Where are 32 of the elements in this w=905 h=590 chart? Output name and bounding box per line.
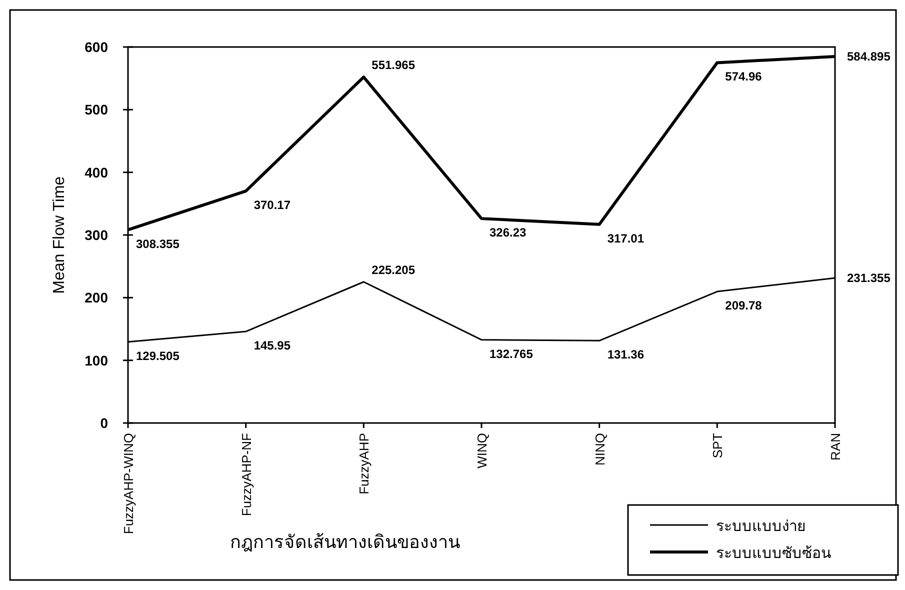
y-tick-label: 200 [84,290,108,306]
data-label: 225.205 [372,262,416,277]
y-tick-label: 300 [84,227,108,243]
data-label: 132.765 [490,346,534,361]
data-label: 131.36 [607,348,644,362]
y-tick-label: 0 [100,415,108,431]
x-tick-label: SPT [710,432,726,458]
y-tick-label: 500 [84,102,108,118]
x-tick-label: WINQ [474,433,490,468]
data-label: 574.96 [725,70,762,84]
x-tick-label: NINQ [592,433,608,466]
x-tick-label: FuzzyAHP-WINQ [121,433,136,534]
data-label: 145.95 [254,338,291,353]
data-label: 209.78 [725,298,762,313]
x-tick-label: FuzzyAHP-NF [238,432,254,516]
data-label: 584.895 [847,49,891,64]
x-tick-label: FuzzyAHP [356,433,372,494]
data-label: 231.355 [847,271,891,286]
data-label: 308.355 [136,236,180,251]
x-tick-label: RAN [828,433,843,460]
data-label: 129.505 [136,348,180,363]
y-tick-label: 600 [84,39,108,55]
data-label: 551.965 [372,58,416,72]
x-axis-title: กฎการจัดเส้นทางเดินของงาน [230,532,460,552]
legend-label: ระบบแบบซับซ้อน [716,545,831,562]
data-label: 326.23 [490,226,527,240]
y-tick-label: 100 [84,352,108,368]
y-tick-label: 400 [84,164,108,180]
data-label: 317.01 [607,231,644,246]
y-axis-title: Mean Flow Time [51,176,68,294]
legend-label: ระบบแบบง่าย [716,518,806,535]
data-label: 370.17 [254,198,291,212]
